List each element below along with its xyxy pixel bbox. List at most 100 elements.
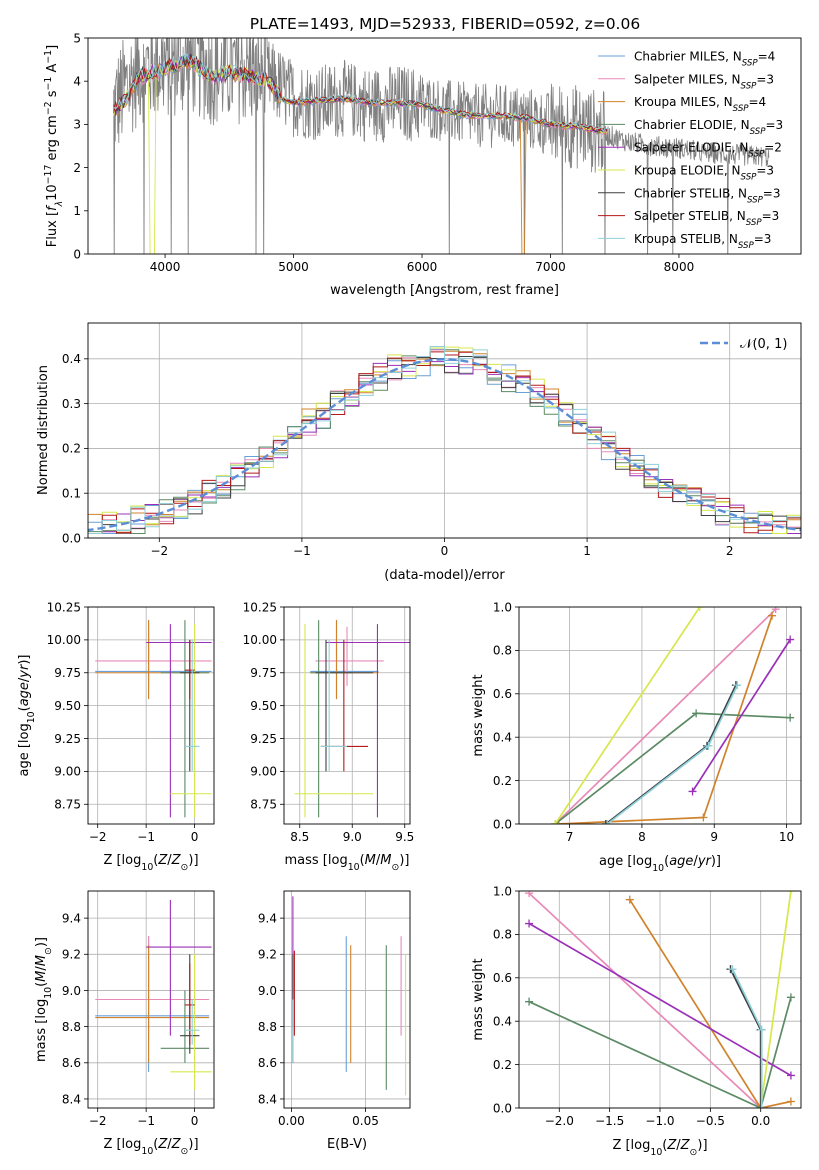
axes-frame (283, 606, 411, 825)
tick-label-x: −1 (137, 830, 155, 844)
weight-line (729, 968, 762, 1108)
tick-label-y: 9.00 (54, 765, 81, 779)
axes-frame (87, 606, 215, 825)
tick-label-x: 0.00 (278, 1114, 305, 1128)
tick-label-y: 4 (73, 75, 81, 89)
grid (284, 891, 410, 1108)
y-axis-label: Flux [fλ10−17 erg cm−2 s−1 A−1] (43, 45, 65, 247)
weight-marker (757, 1104, 766, 1108)
tick-label-y: 0.2 (493, 1058, 512, 1072)
axes-massweight-vs-age: 7 8 9 10 0.0 0.2 0.4 0.6 0.8 1.0 age [log10(age/yr… (471, 600, 802, 874)
weight-marker (699, 813, 708, 822)
weight-line (554, 608, 777, 824)
tick-label-x: 8.5 (290, 830, 309, 844)
axes-frame (518, 606, 802, 825)
tick-label-y: 0.8 (493, 644, 512, 658)
tick-label-y: 0 (73, 247, 81, 261)
tick-label-y: 8.8 (62, 1020, 81, 1034)
axes-age-vs-mass: 8.5 9.0 9.5 8.75 9.00 9.25 9.50 9.75 10.00 10.25 m… (243, 600, 415, 872)
y-axis-label: mass [log10(M/M⊙)] (34, 937, 54, 1062)
axes-frame (87, 890, 215, 1109)
tick-label-y: 9.00 (250, 765, 277, 779)
tick-label-x: 1 (583, 544, 591, 558)
tick-label-y: 0.8 (493, 928, 512, 942)
figure-title: PLATE=1493, MJD=52933, FIBERID=0592, z=0… (250, 15, 640, 33)
y-axis-label: mass weight (471, 958, 486, 1040)
weight-marker (525, 997, 534, 1006)
weight-marker (786, 891, 795, 895)
axes-residuals: −2 −1 0 1 2 0.0 0.1 0.2 0.3 0.4 (data-model)/error… (36, 322, 802, 583)
legend-entry: Salpeter ELODIE, NSSP=2 (634, 141, 782, 160)
weight-marker (688, 787, 697, 796)
frame: −2.0 −1.5 −1.0 −0.5 0.0 0.0 0.2 0.4 0.6 0.8 1.0 Z [… (471, 884, 802, 1158)
weight-marker (757, 1025, 766, 1034)
tick-label-y: 10.25 (243, 600, 277, 614)
x-axis-label: E(B-V) (327, 1137, 367, 1152)
legend-entry: Chabrier ELODIE, NSSP=3 (634, 118, 783, 137)
tick-label-x: 0.05 (352, 1114, 379, 1128)
tick-label-y: 9.0 (258, 984, 277, 998)
plot-area (292, 896, 407, 1096)
tick-label-y: 8.75 (54, 798, 81, 812)
tick-label-y: 1.0 (493, 884, 512, 898)
weight-marker (786, 993, 795, 1002)
plot-area (88, 346, 801, 534)
tick-label-y: 8.6 (62, 1056, 81, 1070)
tick-label-x: −2 (89, 830, 107, 844)
weight-marker (625, 895, 634, 904)
weight-marker (695, 607, 704, 611)
legend: Chabrier MILES, NSSP=4 Salpeter MILES, NS… (598, 50, 783, 251)
legend-entry: Kroupa STELIB, NSSP=3 (634, 232, 771, 251)
weight-marker (756, 1104, 765, 1108)
tick-label-y: 1.0 (493, 600, 512, 614)
tick-label-y: 9.50 (250, 699, 277, 713)
weight-marker (601, 820, 610, 824)
tick-label-y: 0.4 (493, 1015, 512, 1029)
tick-label-y: 3 (73, 118, 81, 132)
tick-label-x: −1 (137, 1114, 155, 1128)
histogram-series (88, 346, 801, 534)
axes-massweight-vs-Z: −2.0 −1.5 −1.0 −0.5 0.0 0.0 0.2 0.4 0.6 0.8 1.0 Z [… (471, 884, 802, 1158)
tick-label-y: 0.4 (62, 352, 81, 366)
tick-label-y: 9.75 (250, 666, 277, 680)
x-axis-label: Z [log10(Z/Z⊙)] (103, 1137, 198, 1157)
tick-label-x: 8000 (664, 260, 695, 274)
x-axis-label: age [log10(age/yr)] (599, 854, 721, 874)
tick-label-x: 0.0 (751, 1114, 770, 1128)
tick-label-x: 0 (191, 1114, 199, 1128)
plot-area (113, 38, 770, 254)
x-axis-label: Z [log10(Z/Z⊙)] (103, 853, 198, 873)
tick-label-x: 9.5 (395, 830, 414, 844)
tick-label-y: 9.25 (54, 732, 81, 746)
legend-entry: Kroupa ELODIE, NSSP=3 (634, 164, 774, 183)
tick-label-x: 10 (779, 830, 794, 844)
model-spectrum (113, 52, 608, 133)
tick-label-y: 8.8 (258, 1020, 277, 1034)
y-axis-label: mass weight (471, 674, 486, 756)
tick-label-y: 10.25 (47, 600, 81, 614)
weight-marker (786, 1097, 795, 1106)
legend-entry: Salpeter MILES, NSSP=3 (634, 72, 774, 91)
tick-label-y: 9.25 (250, 732, 277, 746)
y-axis-label: age [log10(age/yr)] (17, 654, 37, 776)
tick-label-x: −1.0 (645, 1114, 674, 1128)
weight-marker (771, 607, 780, 614)
axes-mass-vs-Z: −2 −1 0 8.4 8.6 8.8 9.0 9.2 9.4 Z [log10(Z/Z⊙)] ma… (34, 890, 215, 1157)
tick-label-y: 0.1 (62, 487, 81, 501)
tick-label-y: 0.0 (493, 817, 512, 831)
x-axis-label: (data-model)/error (384, 568, 505, 583)
tick-label-y: 9.4 (62, 911, 81, 925)
frame: 4000 5000 6000 7000 8000 0 1 2 3 4 5 wavelength [An… (43, 31, 802, 298)
weight-marker (786, 1071, 795, 1080)
weight-line (729, 968, 762, 1108)
tick-label-y: 8.6 (258, 1056, 277, 1070)
tick-label-y: 9.0 (62, 984, 81, 998)
tick-label-y: 1 (73, 204, 81, 218)
tick-label-x: 2 (726, 544, 734, 558)
frame: 7 8 9 10 0.0 0.2 0.4 0.6 0.8 1.0 age [log10(age/yr… (471, 600, 802, 874)
weight-line (759, 891, 792, 1108)
weight-marker (692, 709, 701, 718)
frame: 8.5 9.0 9.5 8.75 9.00 9.25 9.50 9.75 10.00 10.25 m… (243, 600, 415, 872)
weight-marker (786, 713, 795, 722)
